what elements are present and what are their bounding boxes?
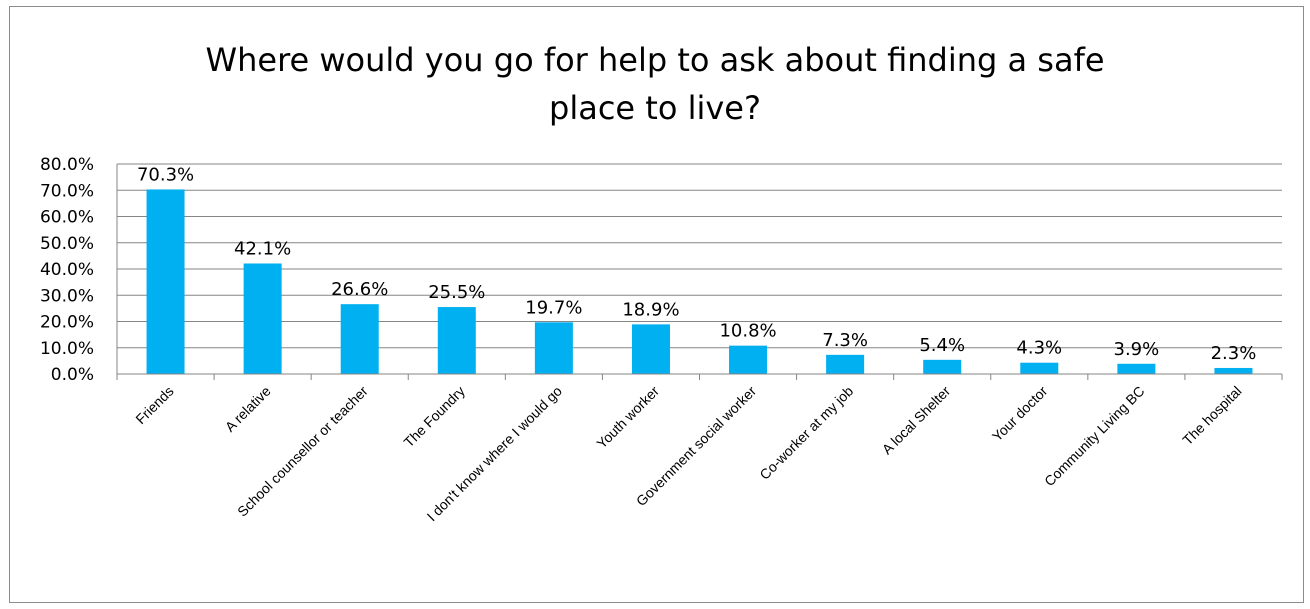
bar bbox=[1020, 362, 1059, 374]
bar bbox=[1214, 367, 1253, 374]
chart-title-line-1: Where would you go for help to ask about… bbox=[205, 41, 1105, 79]
category-label: A local Shelter bbox=[879, 383, 954, 458]
category-label: The hospital bbox=[1179, 383, 1244, 448]
bar bbox=[923, 359, 962, 374]
data-label: 25.5% bbox=[428, 282, 485, 303]
bar bbox=[534, 322, 573, 374]
data-label: 3.9% bbox=[1114, 339, 1160, 360]
data-label: 7.3% bbox=[822, 330, 868, 351]
y-tick-label: 60.0% bbox=[40, 208, 94, 228]
category-label: Youth worker bbox=[593, 383, 662, 452]
chart-title-line-2: place to live? bbox=[549, 89, 761, 127]
bar bbox=[146, 189, 185, 374]
data-label: 4.3% bbox=[1016, 338, 1062, 359]
bar bbox=[631, 324, 670, 374]
y-tick-label: 30.0% bbox=[40, 286, 94, 306]
category-label: Your doctor bbox=[989, 383, 1051, 445]
data-label: 26.6% bbox=[331, 279, 388, 300]
bar bbox=[340, 304, 379, 374]
y-tick-label: 50.0% bbox=[40, 234, 94, 254]
data-label: 19.7% bbox=[525, 297, 582, 318]
bar bbox=[437, 307, 476, 374]
y-tick-label: 40.0% bbox=[40, 260, 94, 280]
data-label: 10.8% bbox=[719, 321, 776, 342]
data-label: 18.9% bbox=[622, 299, 679, 320]
data-label: 2.3% bbox=[1211, 343, 1257, 364]
category-label: Co-worker at my job bbox=[756, 383, 856, 483]
y-tick-label: 20.0% bbox=[40, 313, 94, 333]
category-label: Community Living BC bbox=[1041, 383, 1147, 489]
category-label: Friends bbox=[132, 383, 176, 427]
bar bbox=[1117, 363, 1156, 374]
bar bbox=[729, 345, 768, 374]
bar bbox=[243, 263, 282, 374]
category-label: The Foundry bbox=[400, 383, 467, 450]
data-label: 70.3% bbox=[137, 164, 194, 185]
chart-title: Where would you go for help to ask about… bbox=[0, 36, 1310, 132]
chart-frame bbox=[9, 6, 1304, 603]
y-tick-label: 80.0% bbox=[40, 155, 94, 175]
data-label: 42.1% bbox=[234, 238, 291, 259]
y-tick-label: 70.0% bbox=[40, 181, 94, 201]
bar bbox=[826, 354, 865, 374]
y-tick-label: 0.0% bbox=[51, 365, 94, 385]
category-label: A relative bbox=[222, 383, 274, 435]
data-label: 5.4% bbox=[919, 335, 965, 356]
y-tick-label: 10.0% bbox=[40, 339, 94, 359]
